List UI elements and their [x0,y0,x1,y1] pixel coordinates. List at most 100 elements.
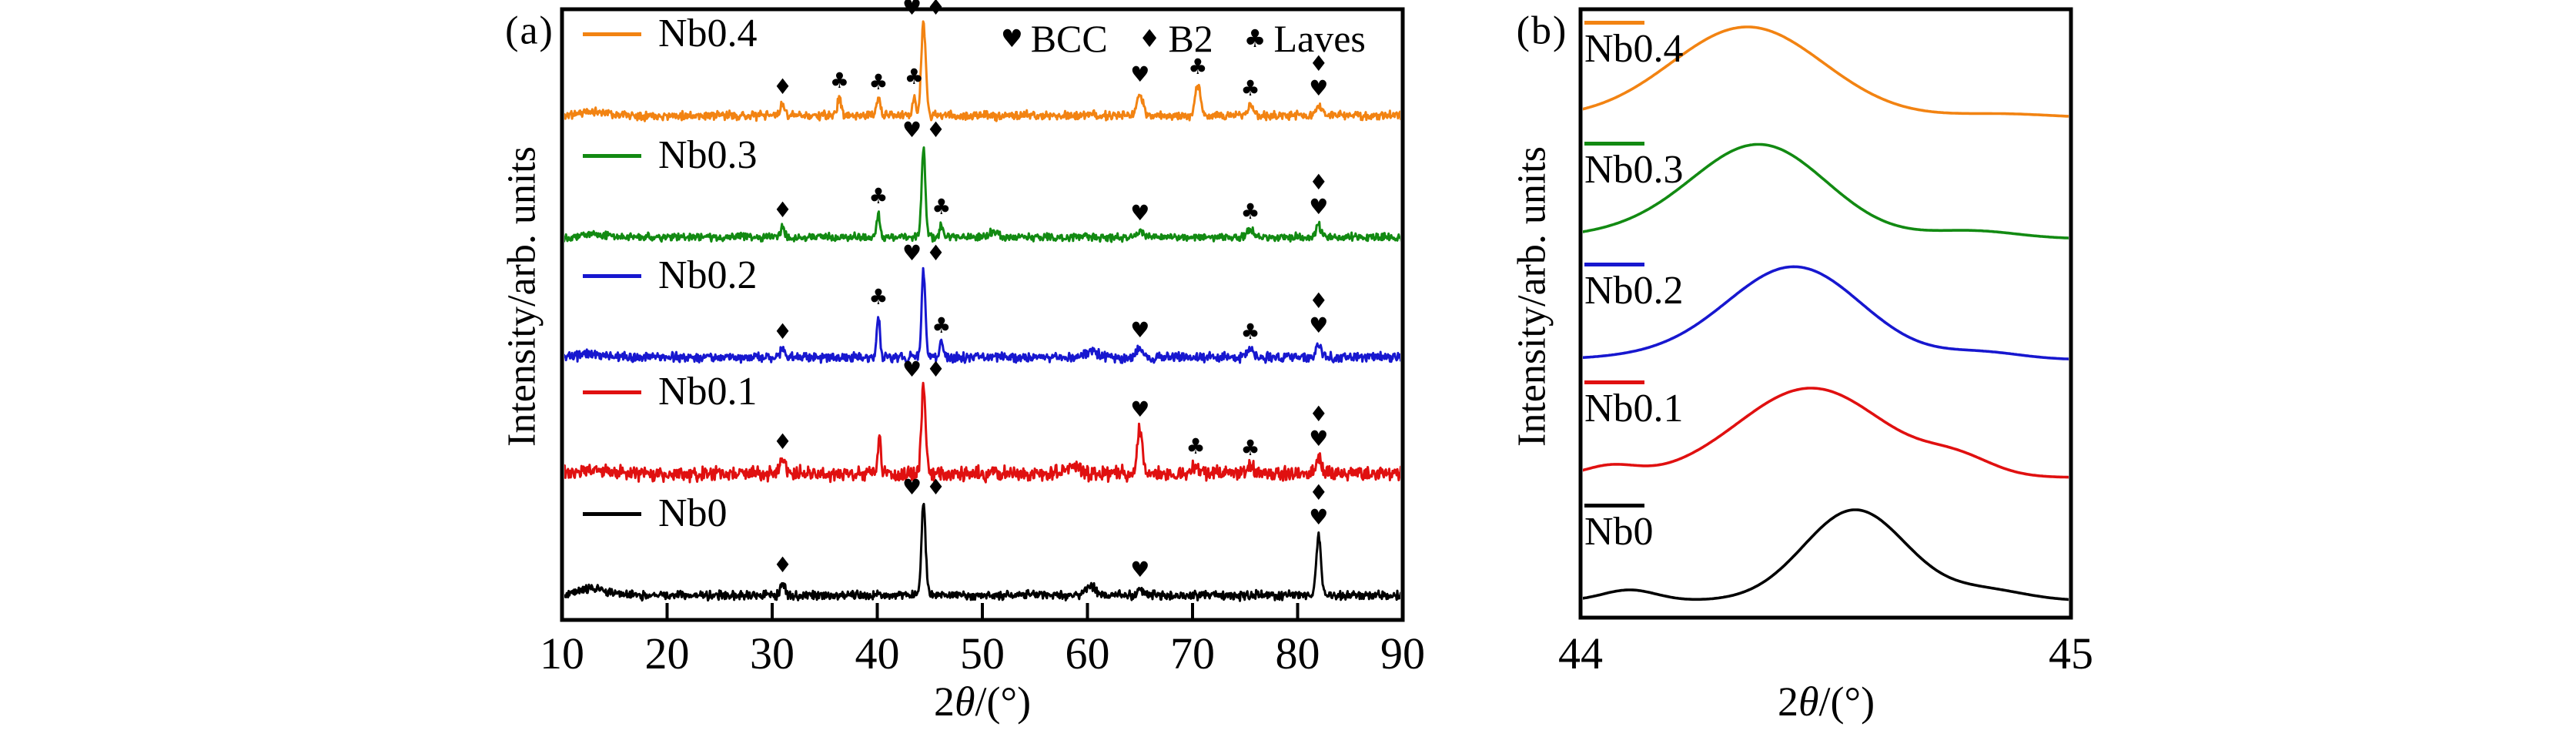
legend-line-swatch [583,390,641,394]
curve-nb0-2 [564,266,1400,364]
peak-marker-b2: ♦ [773,552,792,578]
peak-marker-bcc: ♥ [1309,194,1328,219]
peak-marker-bcc: ♥ [902,240,922,266]
legend-entry-nb0-1: Nb0.1 [583,369,758,415]
x-tick-label: 20 [644,628,690,678]
legend-entry-nb0-3: Nb0.3 [1584,142,1684,190]
legend-entry-nb0-1: Nb0.1 [1584,380,1684,429]
legend-line-swatch [1584,504,1644,508]
peak-marker-b2: ♦ [773,319,792,344]
peak-marker-b2: ♦ [926,357,945,382]
legend-label: Nb0 [658,491,728,535]
peak-marker-b2: ♦ [773,74,792,99]
peak-marker-laves: ♣ [905,64,924,89]
peak-marker-b2: ♦ [926,240,945,266]
peak-marker-laves: ♣ [1241,435,1260,461]
x-tick-label: 30 [750,628,795,678]
peak-marker-b2: ♦ [773,429,792,454]
x-tick-label: 60 [1065,628,1110,678]
legend-entry-nb0-2: Nb0.2 [1584,263,1684,311]
curve-nb0-2 [1583,265,2069,360]
legend-line-swatch [1584,263,1644,266]
legend-label: Nb0.2 [1584,269,1684,313]
theta-symbol: θ [954,678,975,725]
legend-entry-nb0: Nb0 [583,491,728,537]
theta-symbol: θ [1798,678,1819,725]
legend-entry-nb0-2: Nb0.2 [583,253,758,299]
peak-marker-bcc: ♥ [902,117,922,142]
peak-marker-b2: ♦ [926,117,945,142]
peak-marker-bcc: ♥ [1309,426,1328,451]
legend-label: Nb0.3 [1584,148,1684,192]
peak-marker-bcc: ♥ [1309,504,1328,530]
plot-border [1578,7,2073,620]
peak-marker-bcc: ♥ [902,474,922,500]
peak-marker-laves: ♣ [1241,319,1260,344]
phase-label: B2 [1168,17,1213,60]
xlabel-prefix: 2 [933,678,955,725]
legend-label: Nb0.2 [658,253,758,297]
peak-marker-b2: ♦ [926,474,945,500]
phase-symbol-icon: ♥ [1001,24,1023,53]
peak-marker-laves: ♣ [868,284,888,310]
legend-entry-nb0-4: Nb0.4 [1584,21,1684,69]
curve-nb0-1 [1583,387,2069,479]
legend-line-swatch [583,153,641,158]
peak-marker-bcc: ♥ [1130,62,1149,87]
phase-symbol-icon: ♦ [1138,24,1161,53]
phase-label: BCC [1030,17,1108,60]
legend-line-swatch [583,273,641,278]
peak-marker-laves: ♣ [932,313,951,338]
legend-label: Nb0 [1584,510,1654,554]
x-tick-label: 70 [1170,628,1215,678]
curve-nb0 [564,502,1400,602]
phase-symbol-icon: ♣ [1243,24,1266,53]
x-tick-label: 40 [855,628,900,678]
xlabel-suffix: /(°) [975,678,1032,725]
legend-entry-nb0-4: Nb0.4 [583,11,758,57]
curve-nb0-1 [564,381,1400,484]
xlabel-suffix: /(°) [1818,678,1875,725]
curve-nb0 [1583,508,2069,601]
peak-marker-bcc: ♥ [1130,317,1149,343]
phase-legend-item-b2: ♦ B2 [1139,19,1213,58]
legend-line-swatch [1584,142,1644,146]
curve-nb0-3 [1583,142,2069,240]
phase-legend: ♥ BCC ♦ B2 ♣ Laves [1001,15,1366,62]
peak-marker-laves: ♣ [1241,199,1260,224]
peak-marker-bcc: ♥ [1309,313,1328,338]
legend-line-swatch [1584,380,1644,384]
phase-legend-item-bcc: ♥ BCC [1001,19,1108,58]
panel-b-ylabel: Intensity/arb. units [1510,146,1554,447]
panel-a-ylabel: Intensity/arb. units [500,146,544,447]
legend-label: Nb0.4 [1584,27,1684,71]
peak-marker-b2: ♦ [1309,51,1328,76]
panel-a-letter: (a) [505,8,554,53]
x-tick-label: 90 [1380,628,1425,678]
curve-nb0-3 [564,146,1400,243]
curve-nb0-4 [564,20,1400,122]
peak-marker-b2: ♦ [1309,169,1328,195]
panel-b-letter: (b) [1516,8,1568,53]
legend-entry-nb0-3: Nb0.3 [583,132,758,179]
phase-label: Laves [1273,17,1366,60]
x-tick-label: 45 [2049,628,2093,678]
peak-marker-laves: ♣ [1241,75,1260,101]
phase-legend-item-laves: ♣ Laves [1244,19,1366,58]
legend-label: Nb0.1 [1584,387,1684,430]
peak-marker-laves: ♣ [932,194,951,219]
peak-marker-b2: ♦ [773,197,792,223]
x-tick-label: 80 [1275,628,1320,678]
peak-marker-laves: ♣ [1186,434,1206,459]
peak-marker-b2: ♦ [1309,288,1328,313]
x-tick-label: 50 [960,628,1005,678]
peak-marker-laves: ♣ [830,68,849,93]
peak-marker-b2: ♦ [1309,401,1328,427]
legend-line-swatch [583,32,641,36]
legend-line-swatch [1584,21,1644,25]
peak-marker-bcc: ♥ [1130,557,1149,582]
xlabel-prefix: 2 [1777,678,1798,725]
panel-b-xlabel: 2θ/(°) [1778,678,1875,725]
